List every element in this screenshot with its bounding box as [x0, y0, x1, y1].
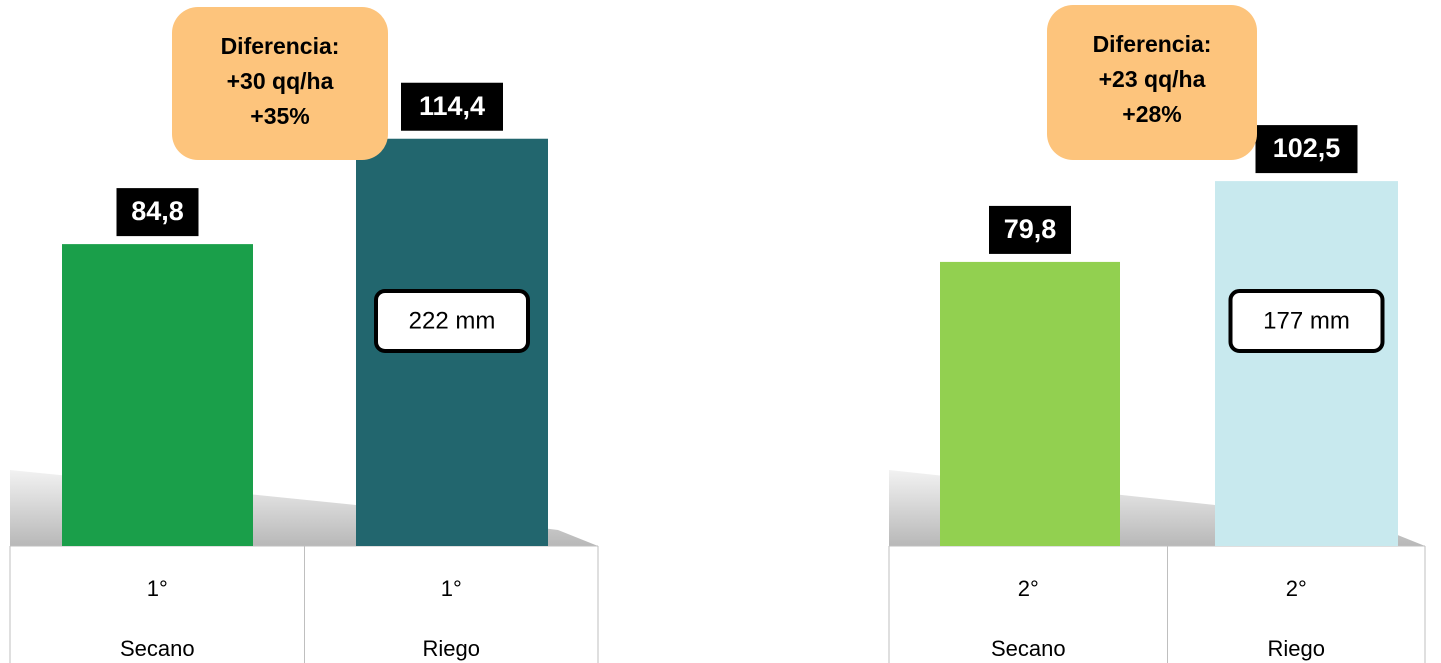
category-label: 1°: [147, 576, 168, 601]
annotation: +30 qq/ha: [227, 68, 334, 94]
category-label: 2°: [1286, 576, 1307, 601]
annotation: +28%: [1122, 101, 1181, 127]
category-label: Riego: [423, 636, 480, 661]
value-label: 79,8: [1004, 214, 1057, 244]
category-label: Secano: [991, 636, 1066, 661]
bar: [62, 244, 253, 546]
annotation-box: [1047, 5, 1257, 160]
category-label: Secano: [120, 636, 195, 661]
annotation: +23 qq/ha: [1099, 66, 1206, 92]
annotation: Diferencia:: [1093, 31, 1212, 57]
annotation: +35%: [250, 103, 309, 129]
value-label-box: [116, 188, 199, 237]
annotation-box: [172, 7, 388, 160]
inner-label-box: [1228, 289, 1385, 353]
bar: [1215, 181, 1398, 546]
category-label: Riego: [1268, 636, 1325, 661]
inner-label-box: [374, 289, 530, 353]
value-label: 84,8: [131, 196, 184, 226]
inner-label: 222 mm: [409, 307, 496, 334]
inner-label: 177 mm: [1263, 307, 1350, 334]
annotation: Diferencia:: [221, 33, 340, 59]
value-label-box: [989, 205, 1071, 254]
category-label: 1°: [441, 576, 462, 601]
value-label-box: [1255, 125, 1358, 174]
category-label: 2°: [1018, 576, 1039, 601]
value-label: 114,4: [419, 91, 485, 121]
value-label: 102,5: [1273, 133, 1341, 163]
bar: [940, 261, 1120, 546]
value-label-box: [401, 82, 503, 131]
